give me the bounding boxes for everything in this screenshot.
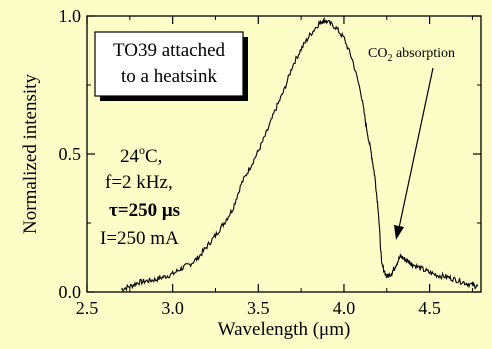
co2-label: CO2 absorption [368,46,455,64]
condition-current: I=250 mA [100,228,179,249]
x-tick-label: 3.5 [247,298,270,318]
condition-temperature-value: 24 [120,146,140,167]
y-tick-label: 0.0 [59,282,82,302]
condition-temperature: 24oC, [120,143,162,167]
annotation-box-line2: to a heatsink [121,66,218,87]
y-axis-title: Normalized intensity [20,74,41,234]
co2-arrow-head [394,225,404,240]
axis-ticks [86,15,481,293]
x-tick-label: 4.0 [333,298,356,318]
annotation-box-line1: TO39 attached [113,40,226,61]
co2-annotation: CO2 absorption [368,46,455,240]
x-tick-label: 3.0 [161,298,184,318]
y-tick-label: 0.5 [59,144,82,164]
x-tick-label: 4.5 [418,298,441,318]
co2-label-prefix: CO [368,46,387,61]
annotation-box-panel [94,31,244,97]
co2-arrow-shaft [398,67,434,229]
y-tick-label: 1.0 [59,6,82,26]
co2-label-subscript: 2 [387,53,392,64]
annotation-box: TO39 attached to a heatsink [94,31,248,101]
series-line [120,17,479,292]
conditions-annotation: 24oC, f=2 kHz, τ=250 μs I=250 mA [100,143,180,249]
condition-temperature-unit: C, [145,146,162,167]
co2-label-suffix: absorption [392,46,455,61]
condition-pulse-width: τ=250 μs [109,200,180,221]
axis-tick-labels: 2.5 3.0 3.5 4.0 4.5 0.0 0.5 1.0 [59,6,441,318]
condition-temperature-degree: o [139,143,145,157]
condition-frequency: f=2 kHz, [105,172,173,193]
x-tick-label: 2.5 [76,298,99,318]
x-axis-title: Wavelength (μm) [218,319,351,340]
